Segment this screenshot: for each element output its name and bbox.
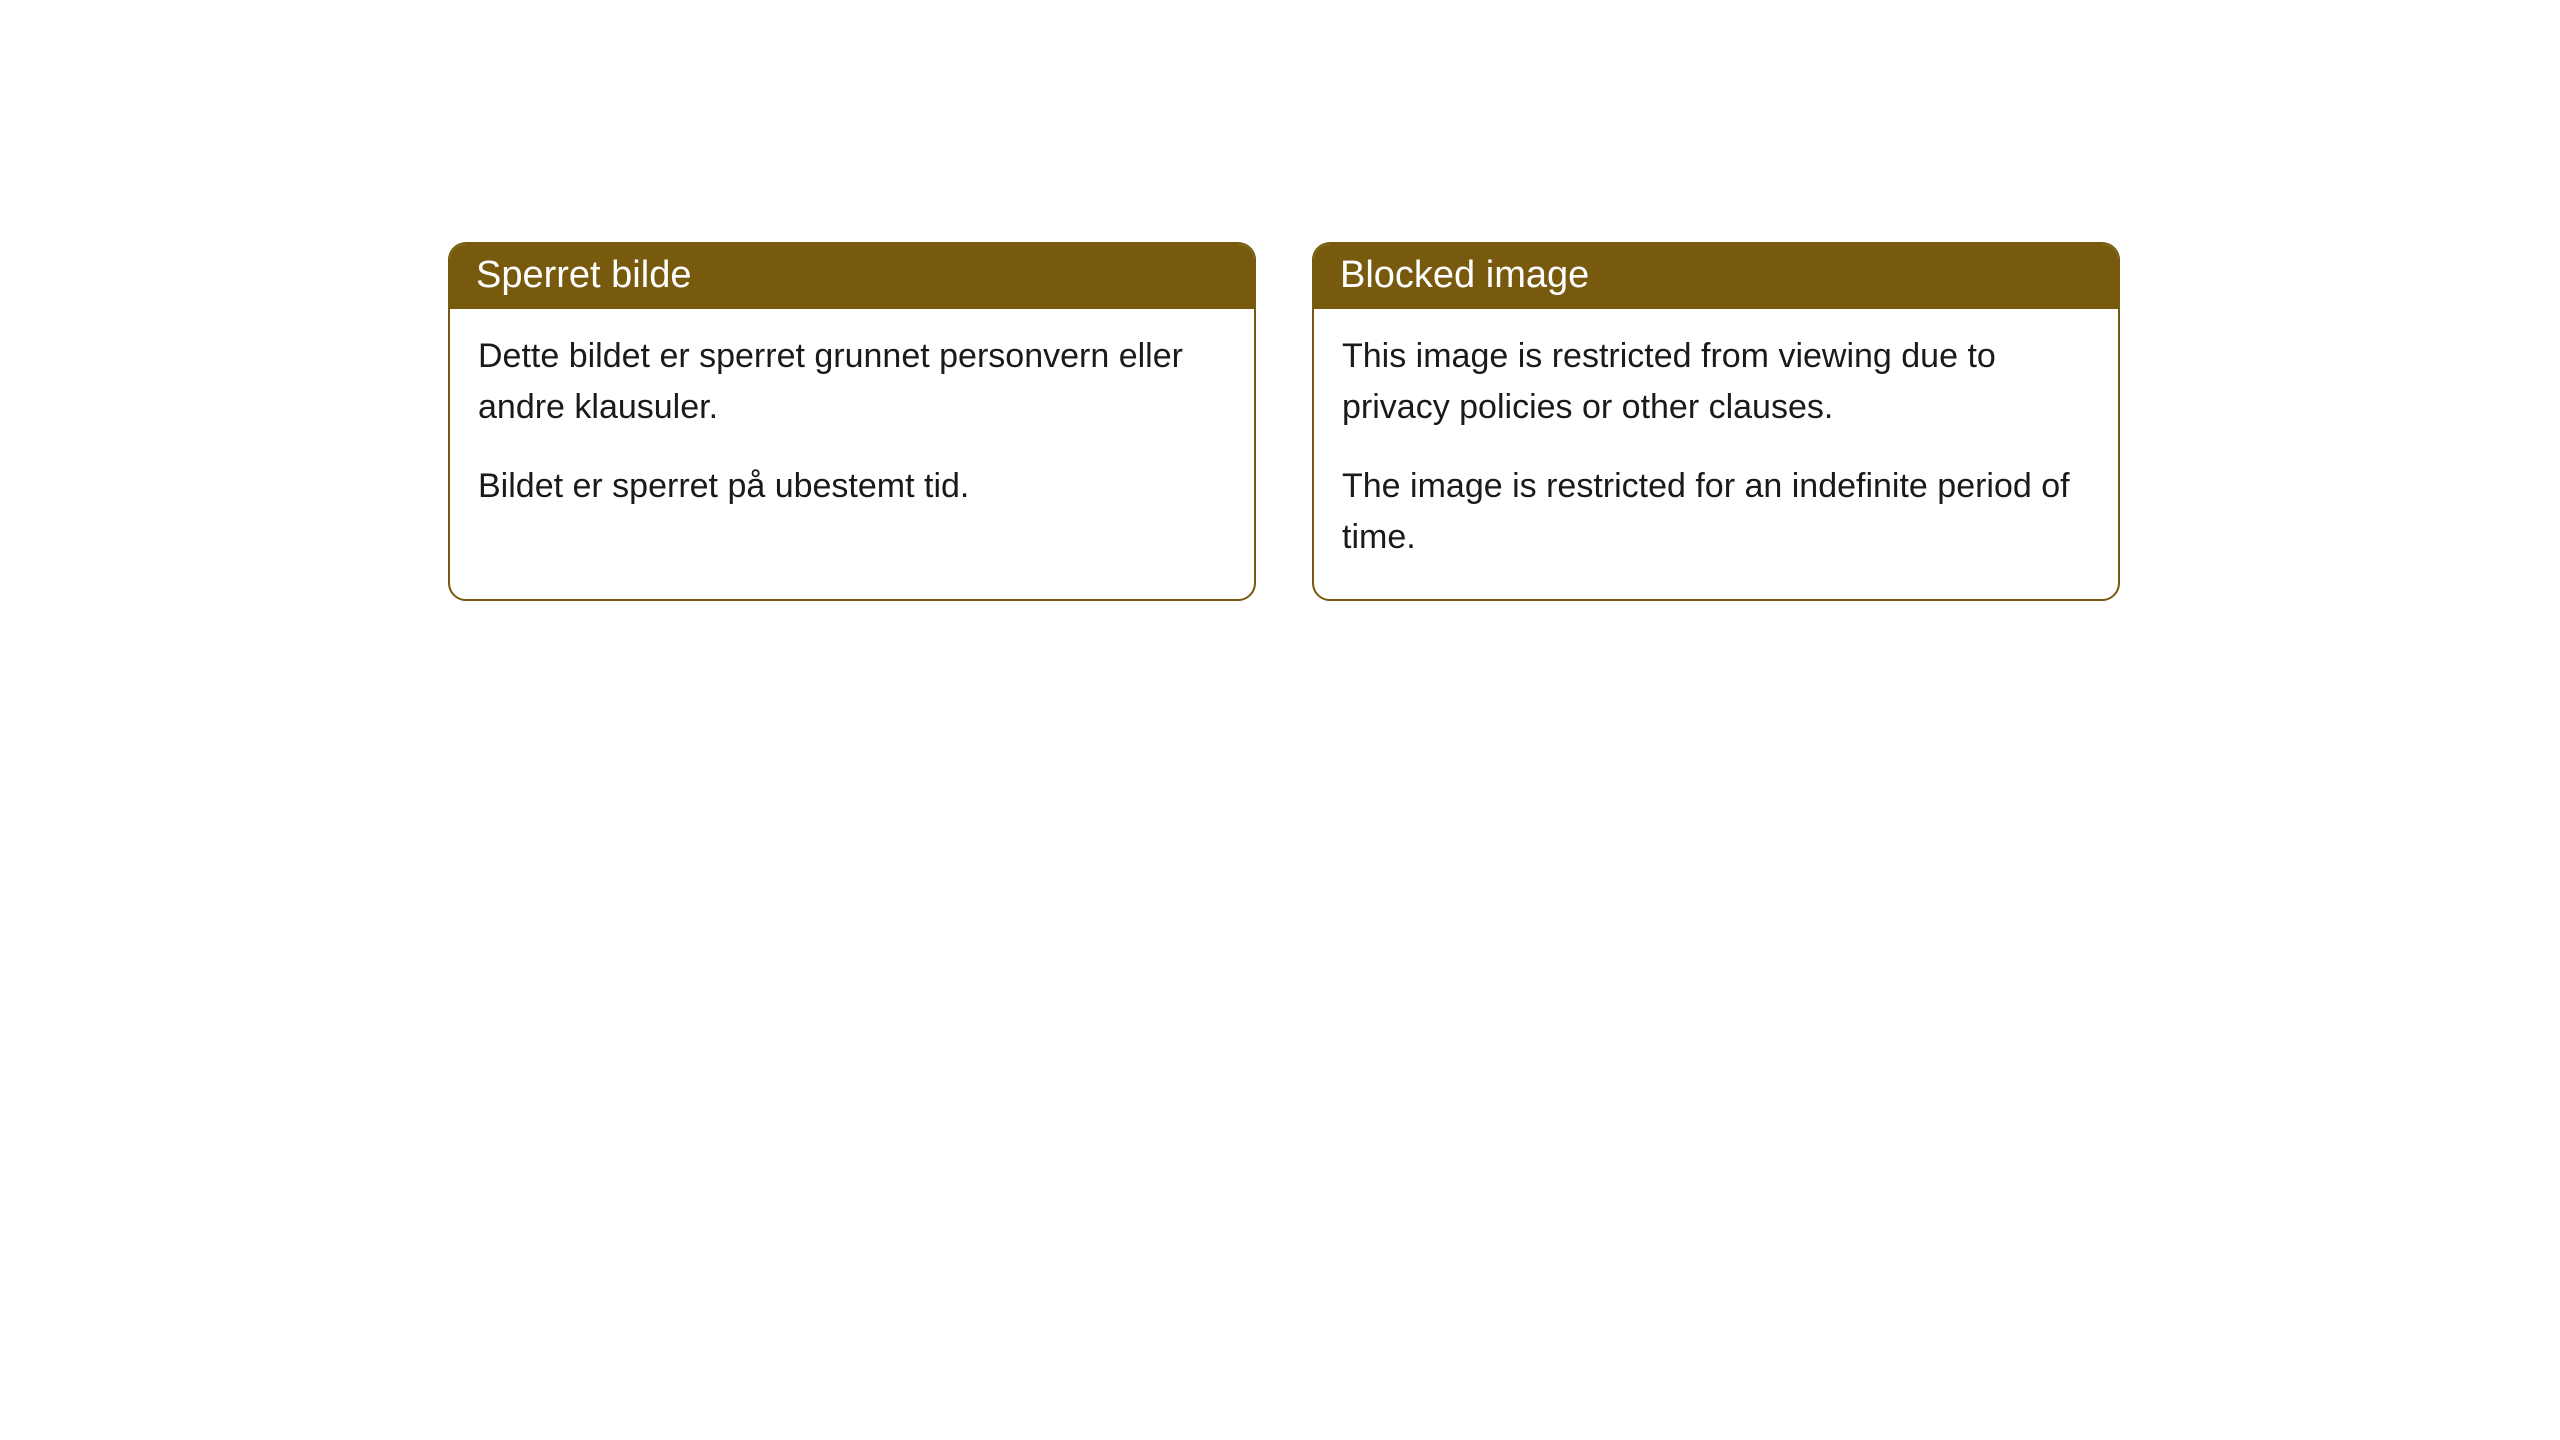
- card-text-english-2: The image is restricted for an indefinit…: [1342, 461, 2090, 563]
- blocked-image-card-norwegian: Sperret bilde Dette bildet er sperret gr…: [448, 242, 1256, 601]
- card-body-english: This image is restricted from viewing du…: [1314, 309, 2118, 599]
- card-text-english-1: This image is restricted from viewing du…: [1342, 331, 2090, 433]
- card-header-norwegian: Sperret bilde: [450, 244, 1254, 309]
- card-text-norwegian-2: Bildet er sperret på ubestemt tid.: [478, 461, 1226, 512]
- card-header-english: Blocked image: [1314, 244, 2118, 309]
- card-text-norwegian-1: Dette bildet er sperret grunnet personve…: [478, 331, 1226, 433]
- card-body-norwegian: Dette bildet er sperret grunnet personve…: [450, 309, 1254, 548]
- notice-container: Sperret bilde Dette bildet er sperret gr…: [0, 0, 2560, 601]
- blocked-image-card-english: Blocked image This image is restricted f…: [1312, 242, 2120, 601]
